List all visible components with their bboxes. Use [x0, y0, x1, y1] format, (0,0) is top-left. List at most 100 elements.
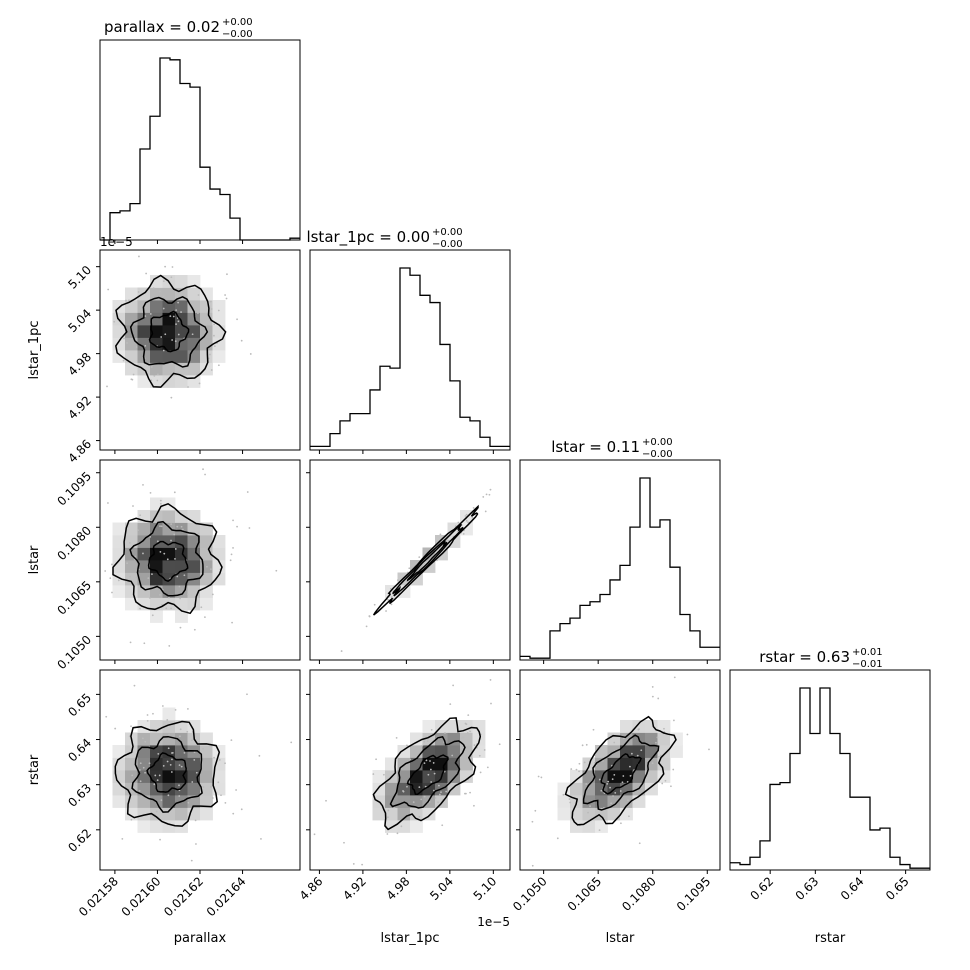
sample-point — [169, 763, 172, 766]
sample-point — [130, 818, 133, 821]
density-cell — [460, 732, 473, 746]
density-cell — [397, 782, 411, 796]
contour-line — [146, 752, 187, 793]
sample-point — [210, 308, 213, 310]
density-cell — [175, 597, 188, 611]
density-cell — [112, 535, 126, 548]
density-cell — [620, 720, 633, 733]
sample-point — [485, 493, 488, 496]
sample-point — [210, 369, 213, 371]
density-cell — [595, 807, 608, 821]
sample-point — [164, 265, 167, 268]
density-cell — [175, 510, 188, 523]
sample-point — [437, 801, 439, 803]
density-cell — [175, 732, 188, 746]
sample-point — [121, 838, 124, 840]
sample-point — [139, 607, 141, 610]
x-tick-label: 0.1065 — [565, 874, 605, 914]
sample-point — [203, 542, 206, 545]
contour-line — [131, 735, 203, 813]
sample-point — [444, 732, 446, 734]
sample-point — [174, 557, 176, 560]
density-cell — [175, 535, 188, 548]
sample-point — [457, 521, 460, 524]
density-cell — [632, 745, 646, 758]
sample-point — [139, 780, 142, 783]
density-cell — [150, 325, 163, 338]
sample-point — [151, 573, 153, 576]
sample-point — [148, 762, 151, 765]
sample-point — [178, 795, 181, 797]
sample-point — [182, 368, 185, 371]
contour-line — [129, 295, 209, 368]
sample-point — [200, 606, 203, 609]
sample-point — [132, 373, 135, 376]
sample-point — [651, 762, 654, 765]
sample-point — [387, 816, 389, 819]
sample-point — [408, 567, 411, 570]
sample-point — [568, 798, 571, 800]
density-cell — [112, 522, 126, 536]
sample-point — [109, 577, 112, 580]
sample-point — [138, 790, 141, 792]
sample-point — [166, 558, 169, 561]
density-cell — [162, 720, 176, 733]
contour-line — [147, 540, 189, 583]
x-tick-label: 4.86 — [297, 874, 326, 903]
sample-point — [178, 585, 181, 588]
sample-point — [153, 783, 156, 786]
sample-point — [636, 754, 639, 757]
sample-point — [224, 294, 226, 296]
sample-point — [111, 591, 113, 594]
sample-point — [578, 762, 581, 765]
sample-point — [479, 771, 482, 774]
sample-point — [156, 540, 159, 543]
sample-point — [249, 353, 252, 355]
sample-point — [473, 744, 476, 747]
density-cell — [137, 535, 151, 548]
sample-point — [438, 784, 440, 787]
sample-point — [246, 491, 249, 493]
sample-point — [187, 386, 189, 388]
density-cell — [112, 300, 126, 313]
title-sub: −0.01 — [852, 659, 883, 670]
density-cell — [212, 572, 226, 586]
density-cell — [607, 770, 621, 783]
x-axis-label: lstar_1pc — [381, 931, 440, 946]
sample-point — [225, 297, 228, 300]
sample-point — [179, 728, 182, 731]
contour-line — [564, 715, 677, 826]
density-cell — [162, 560, 176, 573]
density-cell — [175, 362, 188, 376]
sample-point — [187, 801, 190, 804]
x-offset-label: 1e−5 — [477, 915, 510, 929]
density-cell — [137, 312, 151, 326]
sample-point — [418, 556, 421, 559]
sample-point — [162, 295, 165, 298]
sample-point — [489, 679, 492, 681]
sample-point — [132, 505, 134, 507]
title-lstar: lstar = 0.11 +0.00−0.00 — [551, 437, 672, 460]
sample-point — [151, 614, 154, 617]
sample-point — [664, 779, 667, 782]
histogram-rstar: rstar = 0.63 +0.01−0.01 — [729, 647, 931, 874]
sample-point — [149, 597, 151, 599]
sample-point — [159, 550, 162, 553]
sample-point — [390, 603, 393, 606]
contour-line — [129, 520, 204, 597]
density-cell — [447, 732, 461, 746]
sample-point — [128, 541, 131, 544]
histogram-frame — [309, 249, 511, 451]
x-tick-label: 0.02160 — [119, 874, 164, 919]
sample-point — [217, 781, 220, 784]
sample-point — [195, 843, 197, 845]
sample-point — [137, 300, 139, 302]
density-cell — [175, 745, 188, 758]
density-cell — [125, 560, 138, 573]
density-cell — [125, 795, 138, 808]
density-cell — [175, 522, 188, 536]
sample-point — [400, 825, 403, 828]
density-cell — [200, 732, 213, 746]
histogram-step-lstar_1pc — [310, 267, 510, 448]
